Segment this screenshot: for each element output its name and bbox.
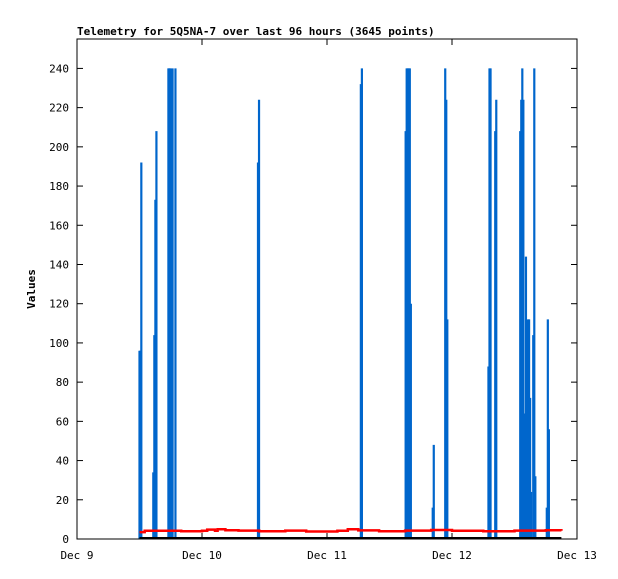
series-line-red: [139, 527, 563, 534]
plot-frame: [76, 38, 578, 540]
plot-area: [138, 68, 563, 539]
y-tick-label: 120: [49, 298, 69, 311]
y-tick-label: 240: [49, 62, 69, 75]
y-tick-label: 0: [62, 533, 69, 546]
x-tick-label: Dec 13: [557, 549, 597, 562]
y-tick-label: 100: [49, 337, 69, 350]
axes: 0 20 40 60 80 100 120 140 160 180 200 220 240 Dec 9 De…: [49, 39, 597, 562]
y-tick-label: 60: [56, 415, 69, 428]
x-tick-label: Dec 11: [307, 549, 347, 562]
x-tick-label: Dec 12: [432, 549, 472, 562]
y-axis-label: Values: [25, 269, 38, 309]
y-tick-label: 20: [56, 494, 69, 507]
y-tick-label: 180: [49, 180, 69, 193]
y-tick-label: 140: [49, 258, 69, 271]
x-tick-label: Dec 9: [60, 549, 93, 562]
x-tick-label: Dec 10: [182, 549, 222, 562]
chart-title: Telemetry for 5Q5NA-7 over last 96 hours…: [77, 25, 435, 38]
y-tick-label: 80: [56, 376, 69, 389]
y-tick-label: 200: [49, 141, 69, 154]
y-tick-label: 160: [49, 219, 69, 232]
y-tick-label: 40: [56, 455, 69, 468]
y-tick-label: 220: [49, 102, 69, 115]
